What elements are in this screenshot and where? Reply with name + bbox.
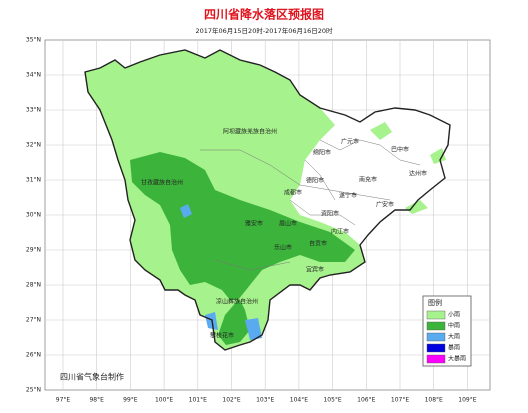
lon-label: 100°E <box>155 397 173 404</box>
legend-label: 大暴雨 <box>448 355 466 363</box>
credit: 四川省气象台制作 <box>60 372 124 382</box>
legend-label: 暴雨 <box>448 345 460 352</box>
lon-label: 109°E <box>458 397 476 404</box>
region-label: 绵阳市 <box>313 149 331 157</box>
subtitle: 2017年06月15日20时-2017年06月16日20时 <box>195 26 333 35</box>
region-label: 资阳市 <box>321 210 339 218</box>
legend-swatch <box>426 343 446 353</box>
region-label: 达州市 <box>409 170 427 178</box>
region-label: 阿坝藏族羌族自治州 <box>223 128 277 136</box>
legend-swatch <box>426 310 446 320</box>
lon-label: 105°E <box>323 397 341 404</box>
lon-label: 107°E <box>391 397 409 404</box>
lat-label: 29°N <box>26 247 41 254</box>
region-label: 宜宾市 <box>306 266 324 274</box>
lon-label: 97°E <box>56 397 71 404</box>
region-label: 雅安市 <box>245 220 263 228</box>
lon-label: 98°E <box>89 397 104 404</box>
legend-swatch <box>426 321 446 331</box>
lon-label: 108°E <box>425 397 443 404</box>
legend-label: 中雨 <box>448 322 460 330</box>
region-label: 德阳市 <box>306 177 324 185</box>
lat-label: 27°N <box>26 317 41 324</box>
lat-label: 30°N <box>26 212 41 219</box>
lat-label: 25°N <box>26 387 41 394</box>
lon-label: 102°E <box>222 397 240 404</box>
lat-label: 26°N <box>26 352 41 359</box>
lon-label: 104°E <box>290 397 308 404</box>
legend-label: 大雨 <box>448 333 460 341</box>
legend-label: 小雨 <box>448 311 460 319</box>
province <box>84 49 451 351</box>
lat-label: 34°N <box>26 72 41 79</box>
legend-title: 图例 <box>428 298 442 307</box>
region-label: 巴中市 <box>391 146 409 154</box>
legend-swatch <box>426 354 446 364</box>
legend-swatch <box>426 332 446 342</box>
region-labels: 阿坝藏族羌族自治州 广元市 巴中市 绵阳市 甘孜藏族自治州 德阳市 南充市 达州… <box>141 128 427 340</box>
lat-label: 32°N <box>26 142 41 149</box>
lat-label: 28°N <box>26 282 41 289</box>
region-label: 成都市 <box>284 189 302 197</box>
lon-label: 103°E <box>256 397 274 404</box>
region-label: 广元市 <box>341 138 359 146</box>
lon-label: 106°E <box>357 397 375 404</box>
title: 四川省降水落区预报图 <box>204 7 324 22</box>
region-label: 凉山彝族自治州 <box>216 298 258 306</box>
region-label: 甘孜藏族自治州 <box>141 179 183 187</box>
lon-label: 99°E <box>123 397 138 404</box>
region-label: 南充市 <box>359 176 377 184</box>
region-label: 遂宁市 <box>339 192 357 200</box>
region-label: 眉山市 <box>279 220 297 228</box>
lon-label: 101°E <box>189 397 207 404</box>
region-label: 内江市 <box>331 228 349 236</box>
region-label: 自贡市 <box>309 240 327 248</box>
lat-label: 31°N <box>26 177 41 184</box>
lat-label: 35°N <box>26 37 41 44</box>
region-label: 攀枝花市 <box>210 332 234 340</box>
lat-label: 33°N <box>26 107 41 114</box>
region-label: 广安市 <box>376 201 394 209</box>
region-label: 乐山市 <box>274 244 292 252</box>
